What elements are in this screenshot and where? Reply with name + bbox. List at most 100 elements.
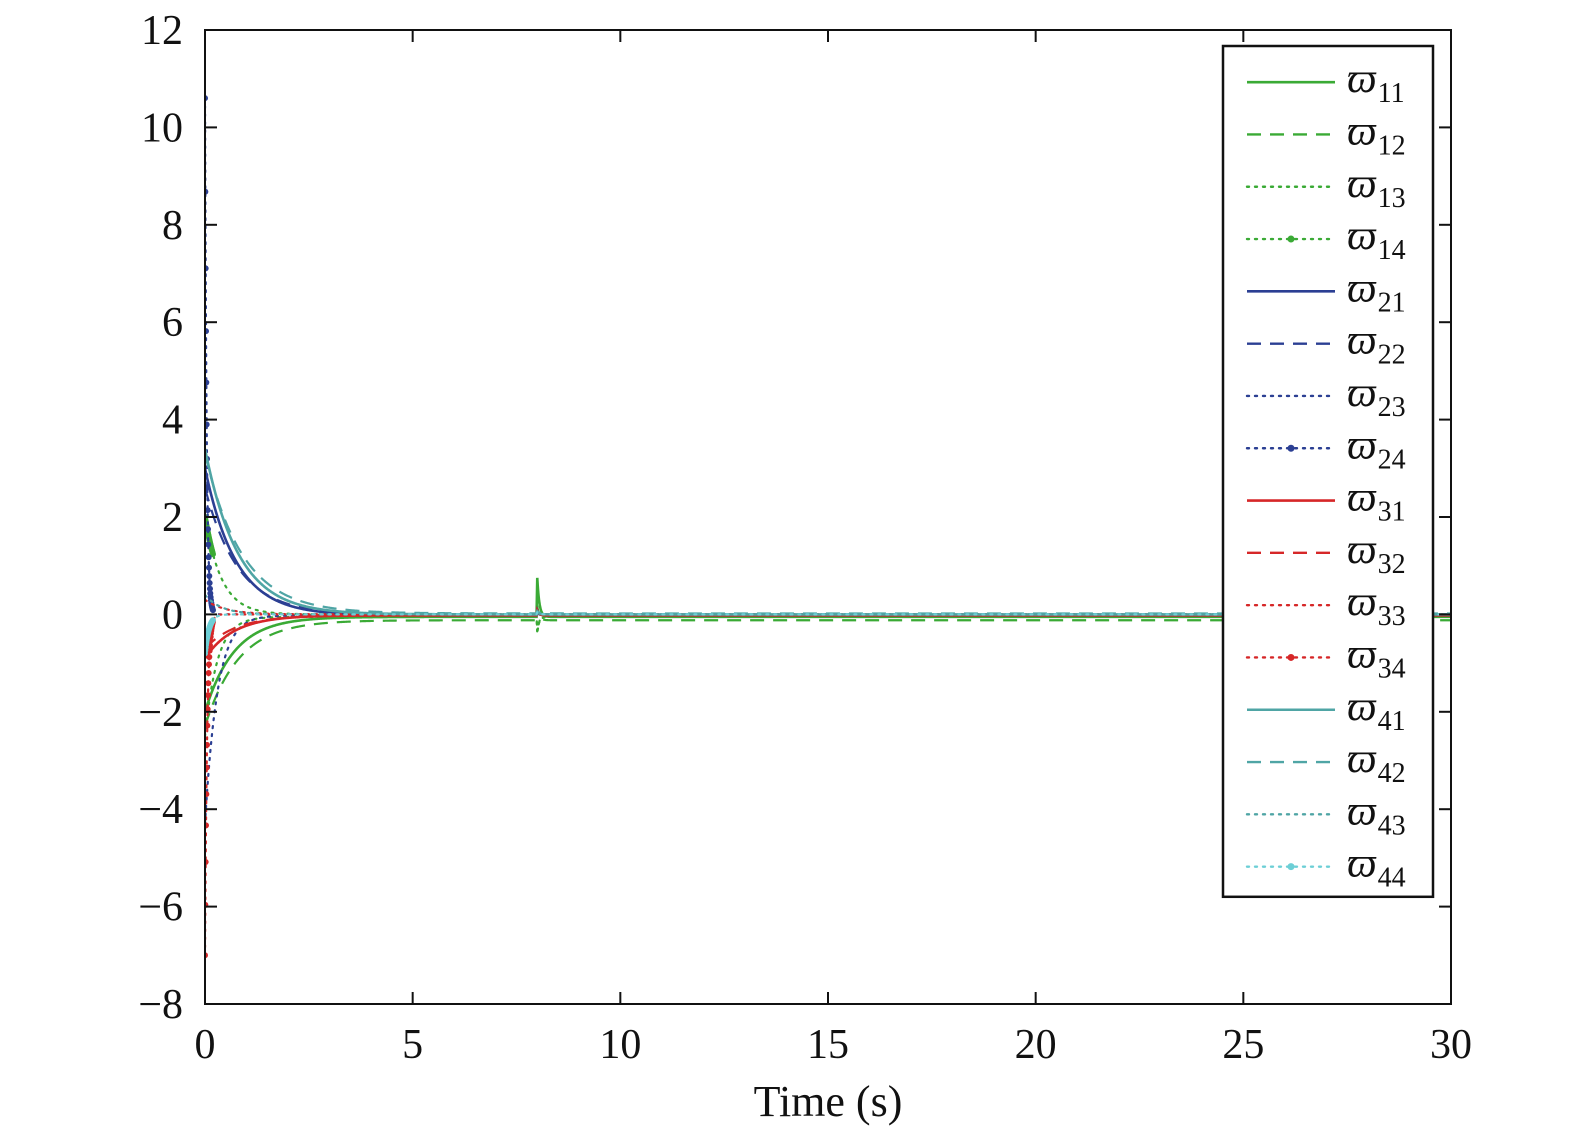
y-tick-label: 10 [141,105,183,151]
legend-symbol: ϖ [1347,684,1377,730]
x-tick-label: 0 [195,1022,216,1068]
series-marker-24 [206,580,213,587]
x-tick-label: 20 [1015,1022,1057,1068]
legend-subscript: 11 [1378,78,1405,109]
legend-symbol: ϖ [1347,56,1377,102]
legend-label-12: ϖ12 [1347,108,1406,161]
legend-label-31: ϖ31 [1347,475,1406,528]
legend-label-11: ϖ11 [1347,56,1405,109]
legend-symbol: ϖ [1347,841,1377,887]
y-tick-label: −6 [138,885,183,931]
legend-marker-24 [1287,444,1295,452]
legend-subscript: 41 [1378,706,1406,737]
y-tick-label: −2 [138,690,183,736]
legend-symbol: ϖ [1347,527,1377,573]
series-marker-24 [209,607,216,614]
series-marker-34 [205,764,210,771]
legend-label-32: ϖ32 [1347,527,1406,580]
series-marker-24 [205,554,212,561]
legend-subscript: 42 [1378,758,1406,789]
series-line-12 [205,605,1451,727]
series-marker-24 [205,564,212,571]
series-marker-14 [209,551,216,558]
y-tick-label: 8 [162,203,183,249]
x-tick-label: 25 [1222,1022,1264,1068]
series-marker-34 [205,692,211,699]
series-marker-34 [205,791,210,798]
series-line-44 [205,609,1451,655]
series-marker-34 [205,661,212,668]
y-tick-label: 0 [162,592,183,638]
legend-symbol: ϖ [1347,213,1377,259]
legend-symbol: ϖ [1347,318,1377,364]
legend-symbol: ϖ [1347,161,1377,207]
y-tick-label: 2 [162,495,183,541]
legend-label-21: ϖ21 [1347,265,1406,318]
x-tick-label: 30 [1430,1022,1472,1068]
legend-label-33: ϖ33 [1347,579,1406,632]
series-marker-34 [206,653,213,660]
series-marker-24 [205,526,211,533]
legend-symbol: ϖ [1347,788,1377,834]
x-axis: 0 5 10 15 20 25 30 [195,30,1472,1068]
legend-label-24: ϖ24 [1347,422,1406,475]
legend-subscript: 44 [1378,863,1406,894]
series-line-13 [205,615,1451,738]
legend-symbol: ϖ [1347,108,1377,154]
legend: ϖ11ϖ12ϖ13ϖ14ϖ21ϖ22ϖ23ϖ24ϖ31ϖ32ϖ33ϖ34ϖ41ϖ… [1221,44,1435,899]
legend-subscript: 34 [1378,653,1406,684]
legend-subscript: 32 [1378,549,1406,580]
legend-subscript: 33 [1378,601,1406,632]
legend-label-44: ϖ44 [1347,841,1406,894]
series-marker-24 [205,421,210,428]
legend-label-41: ϖ41 [1347,684,1406,737]
series-marker-34 [205,722,211,729]
legend-symbol: ϖ [1347,631,1377,677]
series-marker-24 [206,585,213,592]
series-marker-34 [205,670,212,677]
y-tick-label: 4 [162,398,183,444]
series-marker-34 [205,680,212,687]
x-axis-label: Time (s) [754,1077,903,1126]
series-marker-44 [209,617,216,624]
y-tick-label: −4 [138,787,183,833]
legend-symbol: ϖ [1347,422,1377,468]
legend-marker-34 [1287,653,1295,661]
legend-symbol: ϖ [1347,475,1377,521]
legend-marker-44 [1287,863,1295,871]
series-marker-24 [205,379,210,386]
legend-label-23: ϖ23 [1347,370,1406,423]
series-marker-34 [205,706,211,713]
x-tick-label: 5 [402,1022,423,1068]
legend-label-34: ϖ34 [1347,631,1406,684]
y-tick-label: 6 [162,300,183,346]
legend-subscript: 14 [1378,235,1406,266]
legend-subscript: 13 [1378,183,1406,214]
legend-subscript: 21 [1378,287,1406,318]
legend-symbol: ϖ [1347,736,1377,782]
series-marker-24 [205,484,211,491]
series-marker-24 [205,541,212,548]
legend-marker-14 [1287,235,1295,243]
legend-subscript: 12 [1378,130,1406,161]
legend-subscript: 43 [1378,810,1406,841]
legend-subscript: 24 [1378,444,1406,475]
legend-label-22: ϖ22 [1347,318,1406,371]
series-marker-24 [205,507,211,514]
legend-symbol: ϖ [1347,265,1377,311]
legend-label-13: ϖ13 [1347,161,1406,214]
y-tick-label: −8 [138,982,183,1028]
legend-label-43: ϖ43 [1347,788,1406,841]
x-tick-label: 10 [599,1022,641,1068]
y-tick-label: 12 [141,8,183,54]
legend-label-14: ϖ14 [1347,213,1406,266]
legend-subscript: 23 [1378,392,1406,423]
series-marker-34 [205,741,210,748]
legend-subscript: 31 [1378,497,1406,528]
legend-symbol: ϖ [1347,370,1377,416]
legend-label-42: ϖ42 [1347,736,1406,789]
series-marker-24 [206,573,213,580]
legend-symbol: ϖ [1347,579,1377,625]
